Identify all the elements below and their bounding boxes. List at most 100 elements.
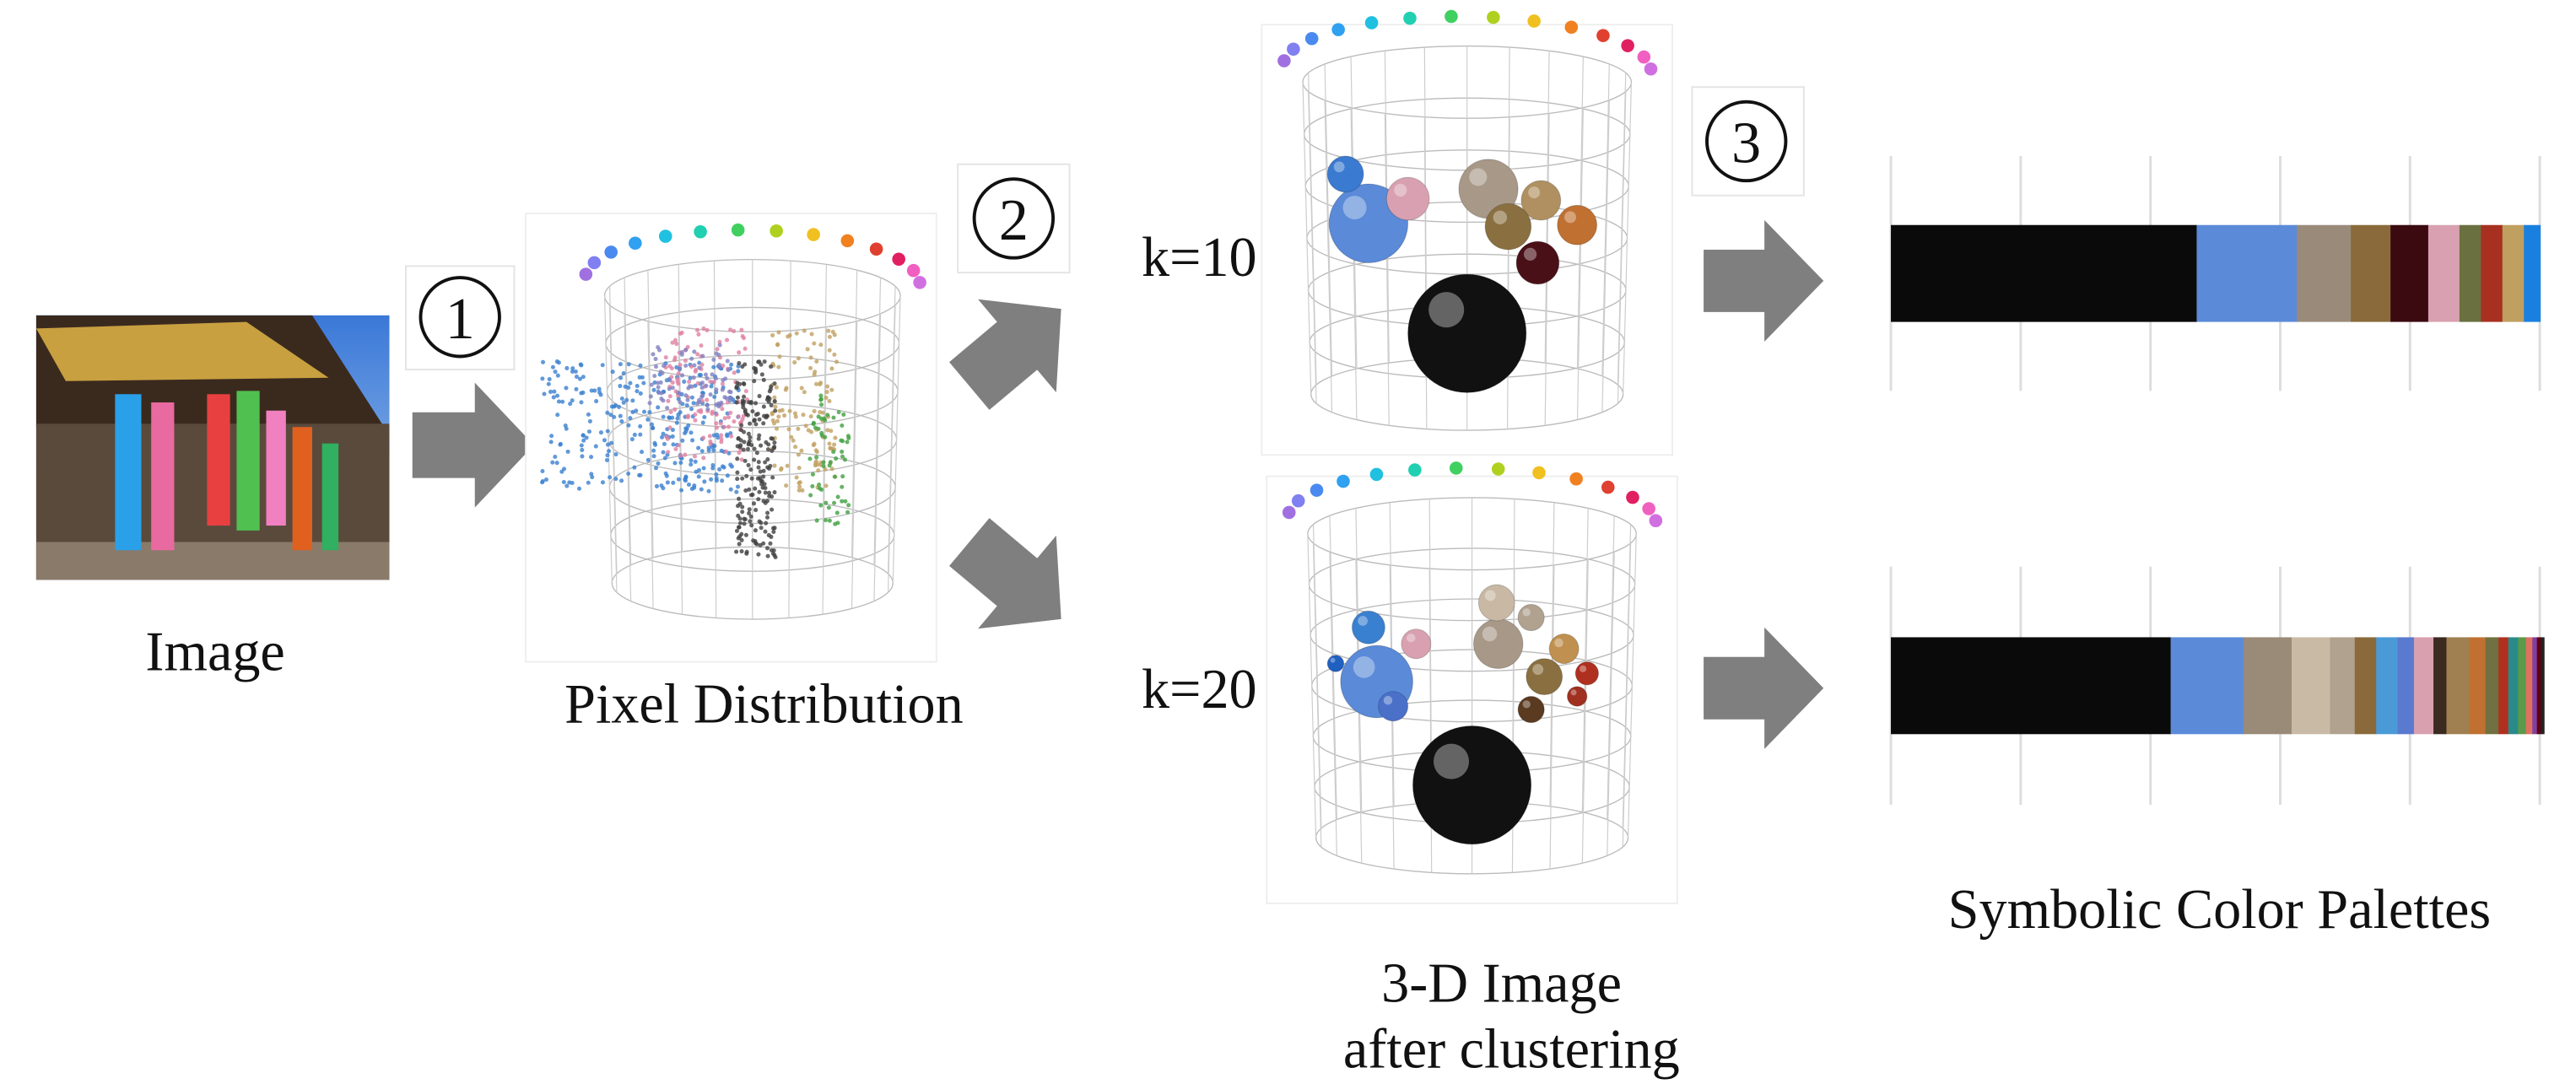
pixel-dot: [822, 464, 826, 468]
pixel-dot: [611, 369, 615, 374]
step-number: 2: [999, 188, 1029, 253]
pixel-dot: [630, 437, 635, 441]
pixel-dot: [750, 409, 754, 413]
pixel-dot: [650, 423, 654, 427]
pixel-dot: [682, 380, 686, 384]
pixel-dot: [732, 370, 737, 375]
pixel-dot: [683, 359, 688, 363]
pixel-dot: [715, 413, 719, 417]
pixel-dot: [574, 387, 578, 391]
hue-dot: [1638, 51, 1651, 64]
hue-dot: [907, 264, 921, 278]
pixel-dot: [737, 436, 741, 440]
pixel-dot: [552, 390, 556, 394]
pixel-dot: [777, 354, 781, 359]
pixel-dot: [817, 483, 821, 487]
pixel-dot: [757, 437, 761, 441]
pixel-dot: [694, 470, 698, 474]
pixel-dot: [701, 436, 705, 440]
arrow: [930, 495, 1099, 666]
pixel-dot: [721, 464, 725, 468]
pixel-dot: [831, 416, 835, 420]
pixel-dot: [602, 438, 607, 442]
pixel-dot: [632, 466, 636, 470]
pixel-dot: [726, 359, 730, 363]
pixel-dot: [814, 359, 818, 364]
pixel-dot: [833, 332, 837, 337]
pixel-dot: [667, 378, 672, 382]
hue-dot: [1642, 502, 1655, 515]
sphere-highlight: [1469, 168, 1487, 186]
pixel-dot: [607, 449, 611, 453]
pixel-dot: [551, 365, 555, 369]
pixel-dot: [827, 441, 831, 445]
palette-swatch: [2469, 637, 2486, 734]
pixel-dot: [626, 472, 630, 476]
pixel-dot: [811, 472, 815, 477]
pixel-dot: [726, 368, 731, 372]
pixel-dot: [835, 510, 840, 515]
pixel-dot: [833, 475, 837, 479]
pixel-dot: [755, 450, 759, 455]
pixel-dot: [723, 376, 727, 380]
pixel-dot: [678, 363, 683, 367]
pixel-dot: [669, 410, 673, 414]
pixel-dot: [809, 430, 813, 434]
pixel-dot: [766, 554, 770, 558]
hue-dot: [1644, 62, 1658, 76]
hue-dot: [807, 228, 820, 241]
pixel-dot: [829, 366, 834, 370]
pixel-dot: [677, 443, 681, 447]
pixel-dot: [737, 361, 741, 365]
pixel-dot: [585, 435, 589, 440]
pixel-dot: [773, 399, 777, 403]
pixel-dot: [575, 375, 579, 379]
pixel-dot: [719, 440, 723, 444]
pixel-dot: [548, 377, 552, 381]
pixel-dot: [797, 466, 802, 470]
pixel-dot: [671, 442, 675, 446]
pixel-dot: [680, 373, 684, 377]
pixel-dot: [736, 514, 740, 518]
pixel-dot: [818, 380, 823, 385]
pixel-dot: [841, 413, 845, 417]
sphere: [1558, 205, 1597, 245]
hue-dot: [1283, 506, 1296, 520]
pixel-dot: [696, 381, 700, 386]
pixel-dot: [775, 419, 780, 423]
pixel-dot: [742, 381, 746, 386]
sphere: [1401, 629, 1431, 659]
pixel-dot: [705, 398, 709, 402]
sphere-highlight: [1564, 211, 1576, 223]
hue-dot: [580, 267, 593, 281]
pixel-dot: [605, 458, 609, 462]
pixel-dot: [701, 421, 705, 425]
diagram: Image 1 2 3 Pixel Distribution k=10 k=20…: [0, 0, 2576, 1084]
pixel-dot: [773, 381, 777, 386]
hue-dot: [1277, 54, 1291, 67]
pixel-dot: [829, 388, 834, 392]
pixel-dot: [800, 386, 804, 390]
pixel-dot: [637, 473, 641, 477]
pixel-dot: [770, 508, 774, 512]
sphere: [1518, 604, 1544, 630]
pixel-dot: [679, 488, 683, 493]
pixel-dot: [817, 427, 821, 431]
arrow: [930, 262, 1099, 433]
pixel-dot: [678, 368, 682, 372]
pixel-dot: [670, 341, 674, 345]
pixel-dot: [716, 347, 720, 351]
hue-dot: [1445, 10, 1458, 24]
hue-dot: [1310, 483, 1324, 497]
pixel-dot: [694, 369, 698, 374]
pixel-dot: [686, 413, 690, 418]
hue-dot: [1305, 32, 1319, 46]
hue-dot: [659, 229, 672, 243]
sphere: [1526, 659, 1563, 695]
pixel-dot: [764, 491, 768, 495]
pixel-dot: [711, 358, 716, 362]
sphere-highlight: [1524, 248, 1536, 261]
pixel-dot: [746, 413, 750, 418]
pixel-dot: [705, 407, 710, 412]
pixel-dot: [647, 410, 651, 414]
